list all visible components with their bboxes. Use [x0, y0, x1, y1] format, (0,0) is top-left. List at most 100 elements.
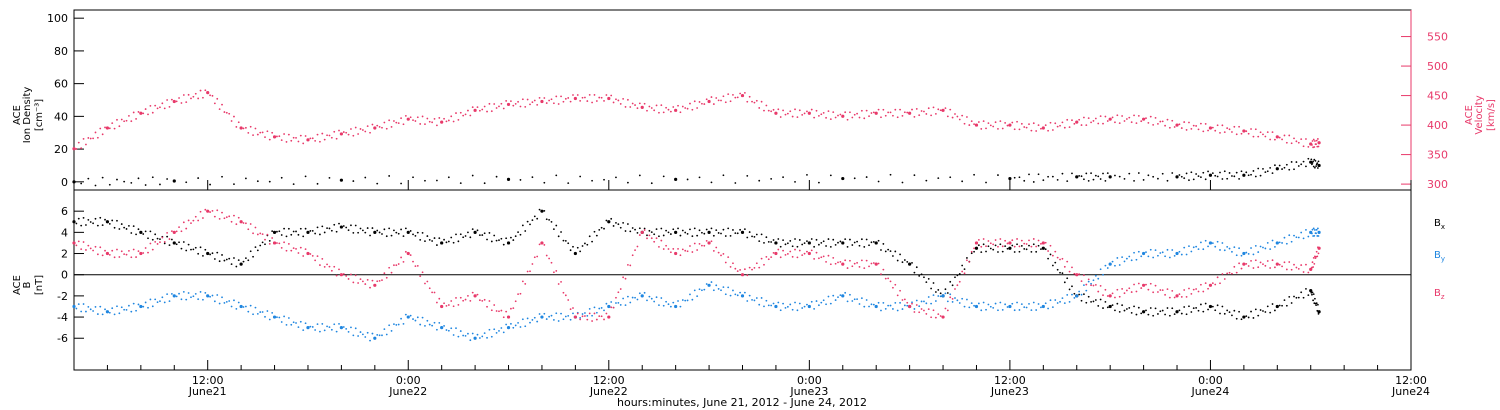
bz-series-dot: [156, 243, 159, 245]
velocity-series-dot: [290, 139, 293, 142]
velocity-series-dot: [1314, 140, 1316, 142]
bz-series-dot: [889, 280, 892, 283]
bz-series-point: [272, 241, 277, 245]
bx-series-dot: [187, 243, 190, 246]
velocity-series-dot: [192, 95, 195, 98]
by-series-dot: [772, 302, 775, 305]
bz-series-dot: [1161, 289, 1164, 292]
bx-series-dot: [562, 239, 565, 242]
by-series-dot: [87, 305, 90, 308]
bz-series-dot: [1211, 282, 1214, 285]
bz-series-dot: [1281, 265, 1283, 268]
by-series-dot: [519, 326, 522, 328]
bx-series-dot: [560, 231, 562, 233]
by-series-dot: [1313, 234, 1316, 237]
bz-series-dot: [395, 264, 398, 267]
bx-series-dot: [381, 233, 383, 235]
bx-series-dot: [357, 231, 360, 234]
bz-series-dot: [655, 237, 658, 240]
by-series-dot: [266, 310, 269, 312]
by-series-point: [707, 283, 711, 287]
bz-series-dot: [751, 268, 753, 271]
bx-series-dot: [877, 239, 880, 242]
bz-series-dot: [421, 271, 424, 274]
bz-series-dot: [543, 244, 546, 246]
bx-series-dot: [488, 232, 491, 234]
bz-series-dot: [443, 302, 445, 305]
by-series-dot: [99, 305, 102, 308]
bz-series-dot: [261, 233, 264, 235]
bz-series-dot: [815, 251, 818, 254]
bx-series-dot: [1025, 248, 1028, 251]
bx-series-dot: [980, 251, 983, 253]
by-series-dot: [870, 303, 873, 306]
bz-series-dot: [579, 318, 582, 321]
velocity-series-dot: [1071, 119, 1073, 122]
velocity-series-point: [139, 111, 143, 115]
velocity-series-dot: [710, 96, 713, 98]
bz-series-dot: [85, 249, 87, 251]
bx-series-dot: [1121, 304, 1124, 307]
bz-series-dot: [1102, 294, 1104, 297]
bx-series-dot: [624, 230, 627, 232]
ion-density-series-dot: [543, 181, 546, 184]
by-series-dot: [309, 325, 312, 328]
bx-series-dot: [970, 252, 973, 255]
velocity-series-dot: [433, 118, 436, 120]
by-series-dot: [419, 323, 422, 326]
ion-density-series-dot: [877, 180, 880, 183]
velocity-series-point: [540, 99, 544, 104]
velocity-series-dot: [481, 108, 484, 111]
bx-series-dot: [569, 249, 572, 252]
by-series-dot: [1183, 246, 1186, 249]
by-series-dot: [457, 335, 460, 338]
by-series-dot: [1257, 251, 1260, 253]
by-series-dot: [276, 316, 278, 319]
bz-series-dot: [755, 262, 758, 265]
velocity-series-dot: [519, 105, 522, 108]
bz-series-dot: [1044, 241, 1047, 244]
by-series-dot: [202, 298, 204, 301]
bx-series-dot: [89, 221, 92, 223]
bz-series-dot: [966, 259, 968, 262]
by-series-dot: [786, 305, 789, 308]
bx-series-dot: [230, 263, 233, 266]
velocity-series-dot: [342, 131, 345, 133]
velocity-series-dot: [603, 100, 605, 102]
bx-series-point: [707, 230, 711, 234]
bx-series-dot: [1266, 305, 1269, 308]
by-series-dot: [598, 307, 601, 310]
bx-series-dot: [347, 229, 350, 232]
bx-series-dot: [827, 238, 830, 240]
by-series-dot: [381, 334, 383, 337]
by-series-dot: [1171, 249, 1174, 251]
by-series-dot: [1211, 242, 1214, 244]
ion-density-series-dot: [1214, 174, 1217, 177]
velocity-series-dot: [911, 108, 913, 111]
by-series-dot: [476, 333, 479, 336]
bz-series-dot: [722, 252, 725, 255]
bx-series-dot: [918, 275, 921, 277]
bx-series-dot: [168, 244, 171, 247]
velocity-series-dot: [705, 98, 708, 101]
velocity-series-point: [72, 147, 76, 151]
bz-series-dot: [486, 305, 488, 308]
bx-series-dot: [498, 239, 500, 242]
velocity-series-dot: [1056, 125, 1059, 128]
bx-series-point: [406, 230, 410, 234]
by-series-point: [674, 304, 678, 309]
ion-density-series-dot: [137, 177, 140, 180]
velocity-series-dot: [803, 112, 806, 115]
bz-series-dot: [689, 245, 691, 247]
velocity-series-dot: [552, 102, 555, 105]
velocity-series-dot: [930, 114, 933, 117]
bz-series-dot: [361, 280, 364, 283]
bx-series-dot: [1078, 293, 1081, 296]
velocity-series-dot: [1066, 118, 1069, 121]
bz-series-dot: [820, 256, 823, 259]
by-series-dot: [903, 304, 906, 307]
by-series-dot: [1295, 236, 1298, 239]
bx-series-dot: [622, 221, 625, 224]
bx-series-dot: [500, 237, 503, 240]
velocity-series-dot: [722, 95, 725, 98]
